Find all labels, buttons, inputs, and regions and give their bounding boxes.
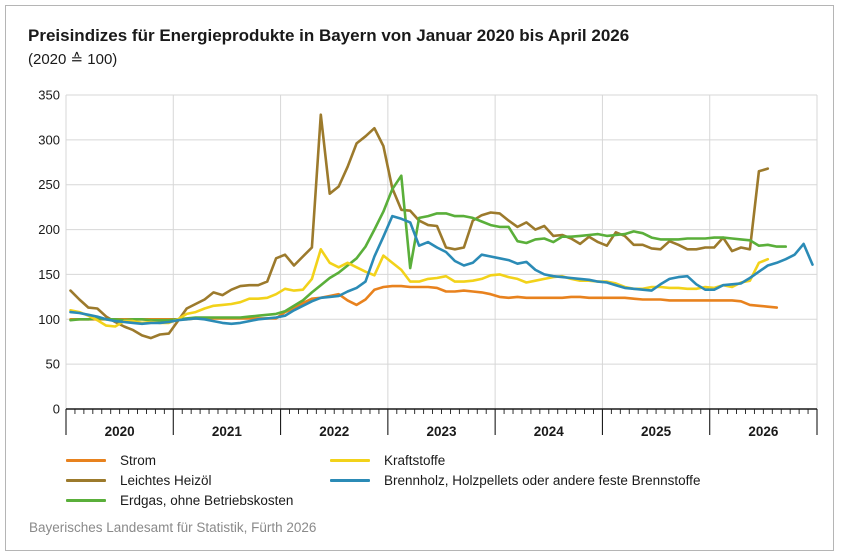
series-line-erdgas — [69, 174, 788, 322]
y-tick-label: 200 — [38, 222, 60, 237]
x-tick-label: 2020 — [105, 424, 135, 439]
chart-frame — [5, 5, 834, 551]
x-tick-label: 2025 — [641, 424, 672, 439]
y-tick-label: 350 — [38, 88, 60, 103]
chart-title: Preisindizes für Energieprodukte in Baye… — [28, 26, 630, 45]
x-tick-label: 2023 — [426, 424, 457, 439]
chart-subtitle: (2020 ≙ 100) — [28, 51, 118, 68]
series-line-heizoel — [69, 113, 770, 340]
source-note: Bayerisches Landesamt für Statistik, Für… — [29, 520, 317, 535]
series-line-brennholz — [69, 214, 814, 326]
y-tick-label: 0 — [53, 402, 60, 417]
y-tick-label: 100 — [38, 312, 60, 327]
x-tick-label: 2021 — [212, 424, 243, 439]
x-tick-label: 2024 — [534, 424, 565, 439]
y-tick-label: 50 — [46, 357, 60, 372]
x-tick-label: 2022 — [319, 424, 349, 439]
y-tick-label: 300 — [38, 132, 60, 147]
x-tick-label: 2026 — [748, 424, 779, 439]
y-tick-label: 150 — [38, 267, 60, 282]
series-line-kraftstoffe — [69, 248, 770, 328]
y-tick-label: 250 — [38, 177, 60, 192]
series-line-strom — [69, 284, 779, 321]
